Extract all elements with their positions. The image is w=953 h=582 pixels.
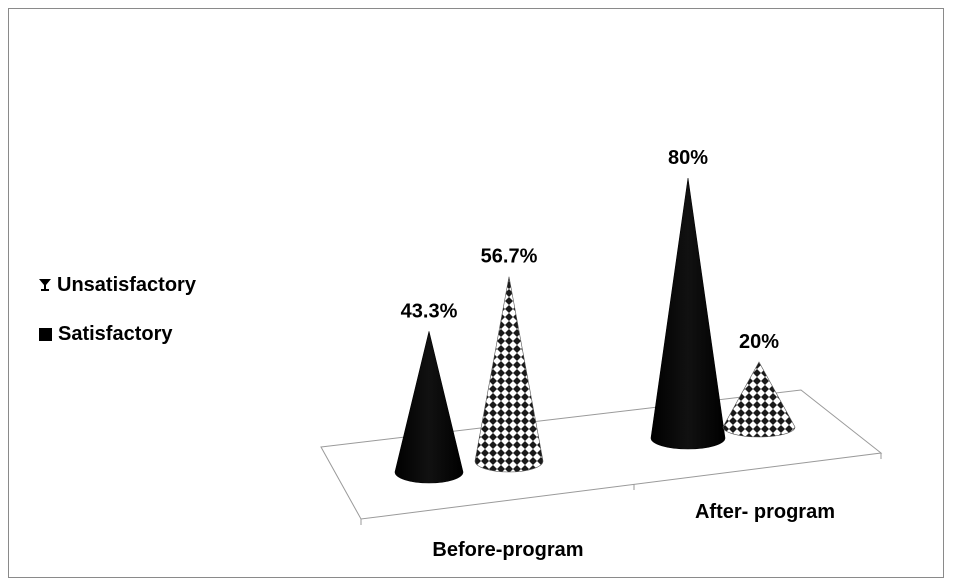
unsatisfactory-cone-icon xyxy=(39,279,51,291)
legend-label-unsatisfactory: Unsatisfactory xyxy=(57,273,196,296)
chart-data-labels: 43.3% 56.7% 80% 20% xyxy=(401,147,780,353)
cone-unsatisfactory-0 xyxy=(474,276,544,473)
category-label-1: After- program xyxy=(695,501,835,523)
chart-category-labels: Before-program After- program xyxy=(432,501,835,561)
satisfactory-square-icon xyxy=(39,327,52,341)
data-label-unsatisfactory-0: 56.7% xyxy=(481,246,538,268)
legend-label-satisfactory: Satisfactory xyxy=(58,322,173,345)
chart-legend: Unsatisfactory Satisfactory xyxy=(39,273,196,371)
chart-cones xyxy=(394,177,796,484)
category-label-0: Before-program xyxy=(432,539,583,561)
data-label-unsatisfactory-1: 20% xyxy=(739,331,779,353)
legend-item-unsatisfactory: Unsatisfactory xyxy=(39,273,196,297)
cone-satisfactory-1 xyxy=(650,177,726,450)
cone-unsatisfactory-1 xyxy=(722,361,796,438)
cone-satisfactory-0 xyxy=(394,331,464,484)
legend-item-satisfactory: Satisfactory xyxy=(39,322,196,346)
chart-plot: 43.3% 56.7% 80% 20% Before-program After- pr… xyxy=(320,147,883,561)
data-label-satisfactory-1: 80% xyxy=(668,147,708,169)
chart-frame: 43.3% 56.7% 80% 20% Before-program After- pr… xyxy=(8,8,944,578)
data-label-satisfactory-0: 43.3% xyxy=(401,300,458,322)
